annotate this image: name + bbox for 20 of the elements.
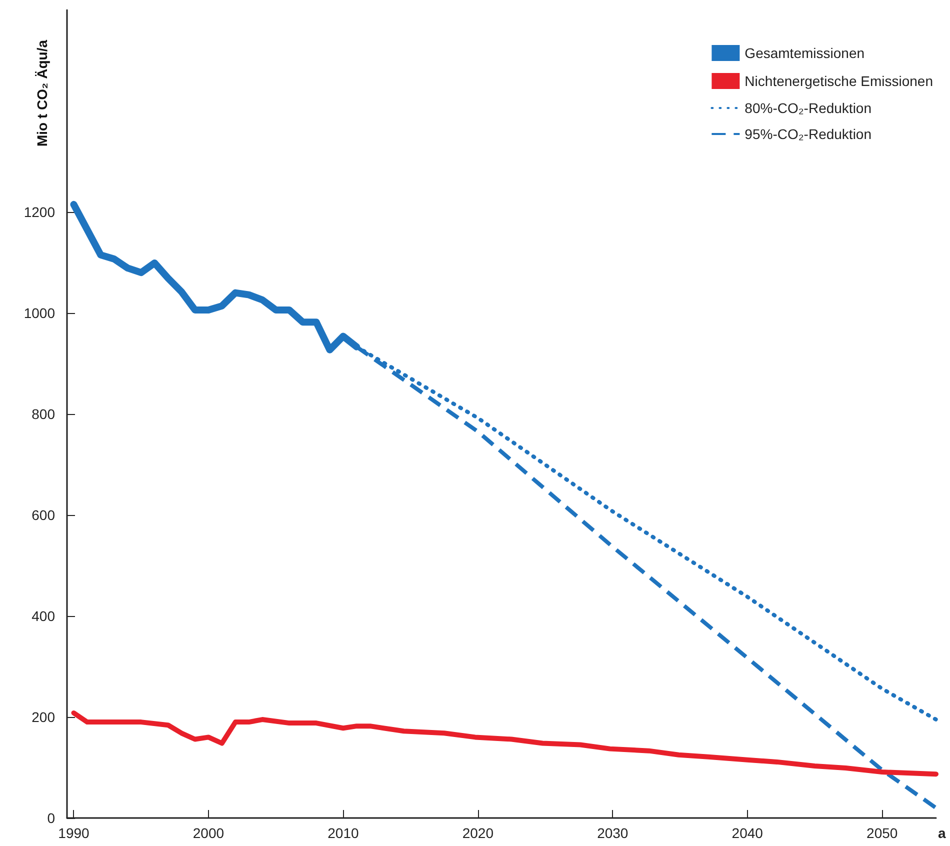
y-tick-label: 1000: [24, 305, 56, 321]
x-tick-label: 2030: [597, 825, 628, 841]
x-tick-label: 2050: [866, 825, 898, 841]
x-axis-title: a: [938, 825, 946, 841]
legend-label: Gesamtemissionen: [744, 45, 865, 61]
y-tick-label: 400: [32, 608, 56, 624]
y-axis-title: Mio t CO₂ Äqu/a: [34, 40, 50, 147]
y-tick-label: 600: [32, 507, 56, 523]
x-tick-label: 2040: [732, 825, 764, 841]
y-tick-label: 800: [32, 406, 56, 422]
x-tick-label: 2020: [462, 825, 494, 841]
x-tick-label: 2000: [192, 825, 224, 841]
legend-label: 80%-CO₂-Reduktion: [744, 100, 872, 116]
y-tick-label: 0: [47, 810, 56, 826]
y-tick-label: 1200: [24, 204, 56, 220]
legend-label: Nichtenergetische Emissionen: [744, 73, 934, 89]
x-tick-label: 2010: [328, 825, 359, 841]
legend-label: 95%-CO₂-Reduktion: [744, 126, 872, 142]
x-tick-label: 1990: [58, 825, 90, 841]
y-tick-label: 200: [32, 709, 56, 725]
